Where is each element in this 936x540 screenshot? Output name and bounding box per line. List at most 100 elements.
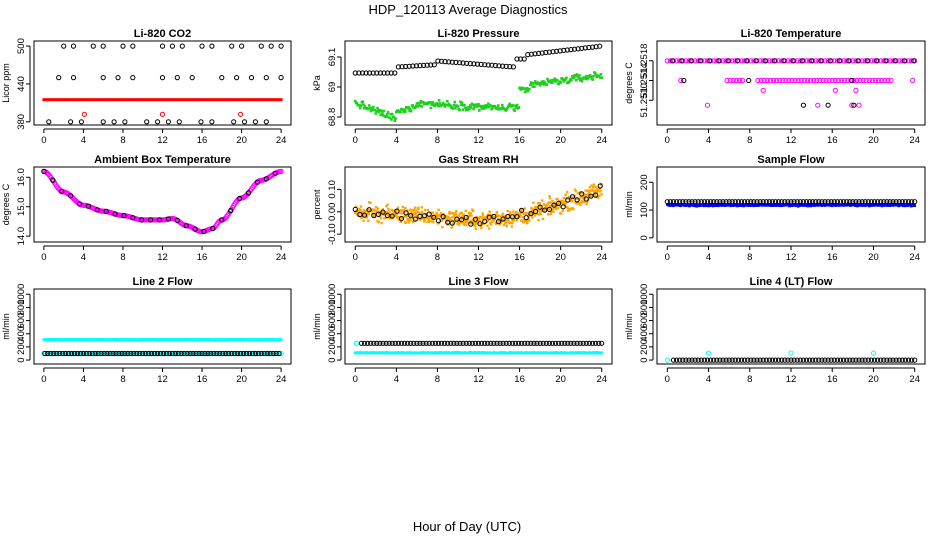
series-co2-low <box>46 119 269 125</box>
x-tick-label: 24 <box>276 374 287 385</box>
data-point <box>539 82 543 85</box>
data-point <box>411 104 415 107</box>
data-point <box>258 350 264 357</box>
x-tick-label: 20 <box>236 252 247 263</box>
data-point <box>460 340 466 346</box>
data-point <box>432 340 438 346</box>
data-point <box>59 188 65 194</box>
data-point <box>475 340 482 346</box>
data-point <box>853 87 859 94</box>
data-point <box>817 77 823 84</box>
data-point <box>542 207 548 213</box>
data-point <box>107 350 113 357</box>
data-point <box>360 215 363 218</box>
x-axis: 0 4 8 12 16 20 24 <box>41 367 287 385</box>
plot-area <box>42 43 284 125</box>
data-point <box>512 219 515 222</box>
data-point <box>579 191 585 197</box>
data-point <box>723 199 729 205</box>
data-point <box>504 219 507 223</box>
data-point <box>515 106 518 109</box>
data-point <box>202 350 208 357</box>
data-point <box>377 110 381 114</box>
data-point <box>382 109 386 113</box>
data-point <box>59 98 63 102</box>
data-point <box>359 209 362 212</box>
data-point <box>200 98 204 102</box>
y-axis: 0 100 200 <box>639 174 654 240</box>
data-point <box>374 340 380 346</box>
data-point <box>363 70 369 76</box>
data-point <box>577 77 580 80</box>
data-point <box>371 212 377 219</box>
data-point <box>383 340 389 346</box>
data-point <box>211 350 217 357</box>
data-point <box>423 340 429 346</box>
data-point <box>521 56 527 62</box>
data-point <box>399 110 402 114</box>
data-point <box>532 201 535 204</box>
data-point <box>905 199 912 205</box>
data-point <box>170 98 174 102</box>
data-point <box>740 77 746 84</box>
data-point <box>51 350 57 357</box>
data-point <box>441 103 444 107</box>
x-tick-label: 0 <box>353 374 358 385</box>
data-point <box>125 350 131 357</box>
data-point <box>803 199 810 205</box>
plot-frame <box>344 40 613 126</box>
data-point <box>568 195 571 199</box>
data-point <box>157 350 164 357</box>
data-point <box>474 61 481 67</box>
data-point <box>397 215 400 219</box>
data-point <box>866 77 872 84</box>
data-point <box>401 218 404 221</box>
data-point <box>769 58 776 64</box>
series-temp-bottom-black <box>800 102 857 108</box>
data-point <box>870 350 877 356</box>
data-point <box>364 209 368 212</box>
data-point <box>398 340 405 346</box>
data-point <box>60 350 66 357</box>
data-point <box>381 208 384 211</box>
data-point <box>495 211 499 214</box>
data-point <box>487 219 490 222</box>
data-point <box>826 77 832 84</box>
data-point <box>380 109 383 113</box>
y-tick-label: 800 <box>327 299 338 315</box>
data-point <box>856 102 862 108</box>
data-point <box>138 98 142 102</box>
panel-title: Line 3 Flow <box>449 276 509 288</box>
data-point <box>183 98 187 102</box>
data-point <box>114 98 117 102</box>
data-point <box>498 214 501 217</box>
data-point <box>849 77 855 84</box>
data-point <box>352 206 358 212</box>
data-point <box>869 77 876 84</box>
data-point <box>526 89 530 93</box>
x-tick-label: 16 <box>827 374 838 385</box>
data-point <box>542 83 546 86</box>
data-point <box>856 199 862 205</box>
y-tick-label: 400 <box>639 326 650 342</box>
data-point <box>540 340 546 346</box>
data-point <box>782 357 788 363</box>
data-point <box>119 350 125 357</box>
data-point <box>395 213 398 216</box>
data-point <box>462 213 465 216</box>
series-line2-high <box>42 337 283 342</box>
data-point <box>418 104 421 107</box>
plot-area <box>41 168 284 235</box>
data-point <box>538 209 541 212</box>
data-point <box>418 101 422 105</box>
data-point <box>788 58 794 64</box>
data-point <box>588 186 591 189</box>
data-point <box>742 357 748 363</box>
data-point <box>875 357 881 363</box>
data-point <box>831 199 837 205</box>
series-co2-mid <box>56 75 284 81</box>
data-point <box>413 211 416 214</box>
data-point <box>447 102 451 106</box>
data-point <box>580 79 584 83</box>
